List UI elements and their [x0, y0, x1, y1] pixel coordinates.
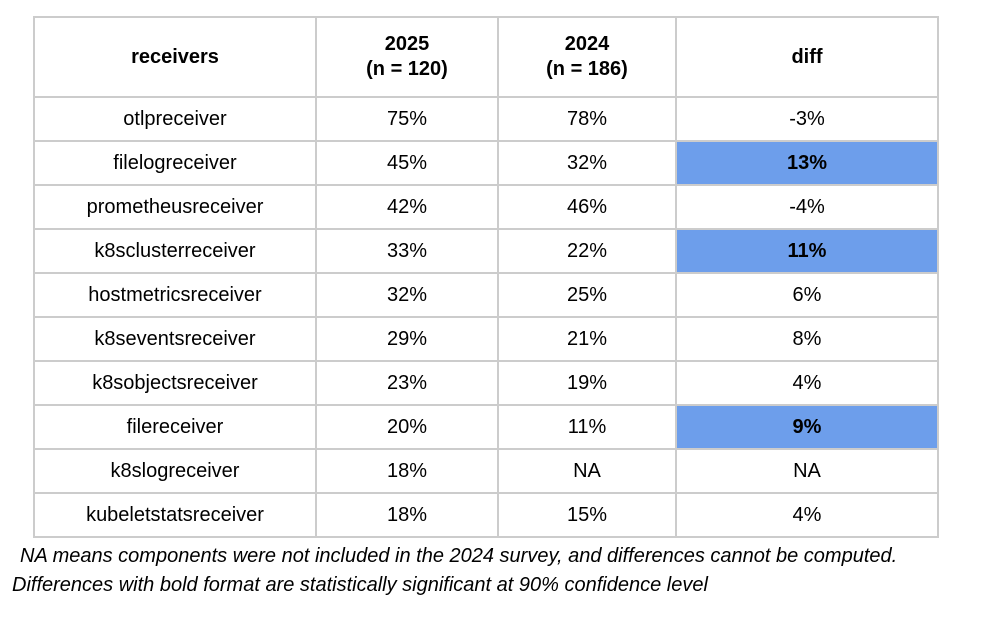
- footnotes: NA means components were not included in…: [0, 542, 982, 600]
- table-row: k8slogreceiver 18% NA NA: [33, 448, 939, 494]
- diff-cell: -3%: [675, 96, 939, 142]
- receiver-name-cell: filereceiver: [33, 404, 317, 450]
- diff-cell: 4%: [675, 492, 939, 538]
- value-2024-cell: 15%: [497, 492, 677, 538]
- footnote-na-explanation: NA means components were not included in…: [20, 545, 898, 567]
- survey-table-container: receivers 2025 (n = 120) 2024 (n = 186) …: [33, 16, 939, 538]
- receiver-name-cell: kubeletstatsreceiver: [33, 492, 317, 538]
- table-row: prometheusreceiver 42% 46% -4%: [33, 184, 939, 230]
- value-2024-cell: 25%: [497, 272, 677, 318]
- value-2025-cell: 42%: [315, 184, 499, 230]
- receiver-name-cell: hostmetricsreceiver: [33, 272, 317, 318]
- receiver-name-cell: prometheusreceiver: [33, 184, 317, 230]
- diff-cell: -4%: [675, 184, 939, 230]
- header-row: receivers 2025 (n = 120) 2024 (n = 186) …: [33, 16, 939, 98]
- column-header-2024: 2024 (n = 186): [497, 16, 677, 98]
- diff-cell: 13%: [675, 140, 939, 186]
- table-row: k8sobjectsreceiver 23% 19% 4%: [33, 360, 939, 406]
- value-2024-cell: NA: [497, 448, 677, 494]
- value-2025-cell: 32%: [315, 272, 499, 318]
- value-2025-cell: 45%: [315, 140, 499, 186]
- receiver-name-cell: otlpreceiver: [33, 96, 317, 142]
- footnote-significance: Differences with bold format are statist…: [12, 574, 708, 596]
- value-2025-cell: 75%: [315, 96, 499, 142]
- value-2024-cell: 22%: [497, 228, 677, 274]
- value-2025-cell: 33%: [315, 228, 499, 274]
- column-header-2025: 2025 (n = 120): [315, 16, 499, 98]
- receivers-survey-table: receivers 2025 (n = 120) 2024 (n = 186) …: [33, 16, 939, 538]
- table-row: hostmetricsreceiver 32% 25% 6%: [33, 272, 939, 318]
- column-header-2024-year: 2024: [564, 33, 610, 55]
- receiver-name-cell: k8slogreceiver: [33, 448, 317, 494]
- value-2024-cell: 21%: [497, 316, 677, 362]
- value-2025-cell: 20%: [315, 404, 499, 450]
- receiver-name-cell: k8sclusterreceiver: [33, 228, 317, 274]
- table-row: filereceiver 20% 11% 9%: [33, 404, 939, 450]
- value-2024-cell: 32%: [497, 140, 677, 186]
- table-row: k8sclusterreceiver 33% 22% 11%: [33, 228, 939, 274]
- receiver-name-cell: filelogreceiver: [33, 140, 317, 186]
- value-2025-cell: 18%: [315, 492, 499, 538]
- diff-cell: 4%: [675, 360, 939, 406]
- table-row: filelogreceiver 45% 32% 13%: [33, 140, 939, 186]
- diff-cell: NA: [675, 448, 939, 494]
- table-row: k8seventsreceiver 29% 21% 8%: [33, 316, 939, 362]
- diff-cell: 9%: [675, 404, 939, 450]
- column-header-diff: diff: [675, 16, 939, 98]
- value-2025-cell: 18%: [315, 448, 499, 494]
- value-2025-cell: 23%: [315, 360, 499, 406]
- column-header-receivers: receivers: [33, 16, 317, 98]
- diff-cell: 8%: [675, 316, 939, 362]
- column-header-2025-year: 2025: [384, 33, 430, 55]
- diff-cell: 11%: [675, 228, 939, 274]
- value-2025-cell: 29%: [315, 316, 499, 362]
- column-header-2025-n: (n = 120): [366, 58, 448, 80]
- value-2024-cell: 78%: [497, 96, 677, 142]
- diff-cell: 6%: [675, 272, 939, 318]
- table-row: otlpreceiver 75% 78% -3%: [33, 96, 939, 142]
- value-2024-cell: 11%: [497, 404, 677, 450]
- receiver-name-cell: k8seventsreceiver: [33, 316, 317, 362]
- value-2024-cell: 19%: [497, 360, 677, 406]
- receiver-name-cell: k8sobjectsreceiver: [33, 360, 317, 406]
- value-2024-cell: 46%: [497, 184, 677, 230]
- table-row: kubeletstatsreceiver 18% 15% 4%: [33, 492, 939, 538]
- column-header-2024-n: (n = 186): [546, 58, 628, 80]
